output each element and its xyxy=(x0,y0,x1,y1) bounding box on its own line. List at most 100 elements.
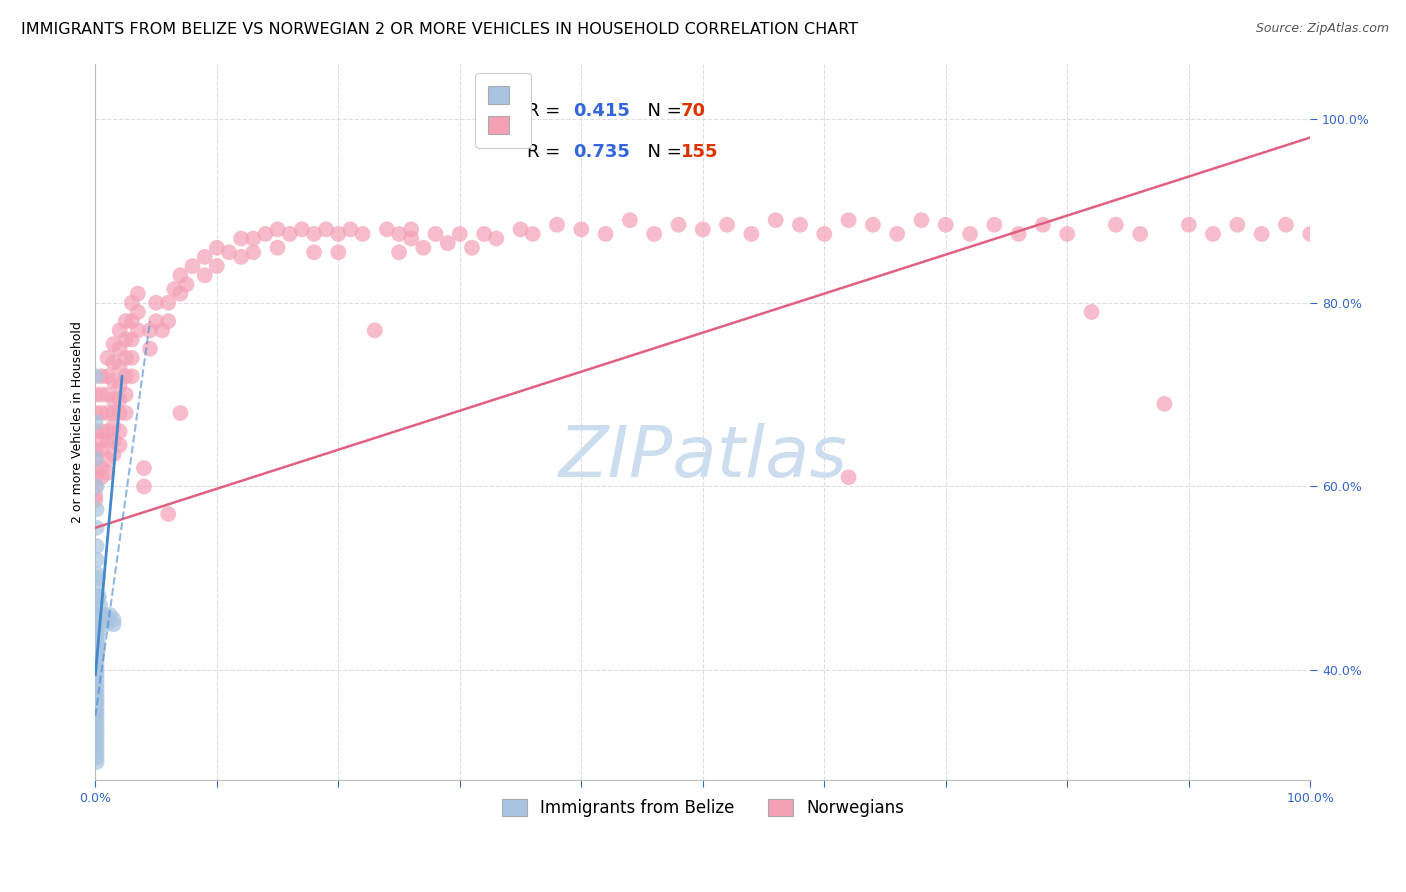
Point xyxy=(103,434,125,448)
Point xyxy=(509,222,531,236)
Point xyxy=(163,282,186,296)
Point xyxy=(114,314,136,328)
Point xyxy=(86,635,108,649)
Text: IMMIGRANTS FROM BELIZE VS NORWEGIAN 2 OR MORE VEHICLES IN HOUSEHOLD CORRELATION : IMMIGRANTS FROM BELIZE VS NORWEGIAN 2 OR… xyxy=(21,22,858,37)
Point xyxy=(1056,227,1078,241)
Point xyxy=(983,218,1005,232)
Text: ZIPatlas: ZIPatlas xyxy=(558,424,848,492)
Point xyxy=(86,695,108,709)
Point xyxy=(86,731,108,746)
Point xyxy=(90,369,112,384)
Point xyxy=(86,686,108,700)
Y-axis label: 2 or more Vehicles in Household: 2 or more Vehicles in Household xyxy=(72,321,84,523)
Point xyxy=(157,314,180,328)
Point xyxy=(302,245,325,260)
Point xyxy=(90,434,112,448)
Point xyxy=(108,406,131,420)
Point xyxy=(139,323,162,337)
Point xyxy=(388,227,411,241)
Point xyxy=(90,387,112,401)
Point xyxy=(910,213,932,227)
Text: Source: ZipAtlas.com: Source: ZipAtlas.com xyxy=(1256,22,1389,36)
Point xyxy=(1226,218,1249,232)
Point xyxy=(108,392,131,407)
Point xyxy=(127,305,149,319)
Text: N =: N = xyxy=(636,102,688,120)
Point xyxy=(86,690,108,705)
Point xyxy=(86,607,108,622)
Point xyxy=(86,737,108,751)
Point xyxy=(121,314,143,328)
Point xyxy=(96,617,118,632)
Point xyxy=(425,227,447,241)
Point xyxy=(740,227,762,241)
Point xyxy=(108,438,131,452)
Text: 155: 155 xyxy=(681,143,718,161)
Point xyxy=(98,607,121,622)
Point xyxy=(103,613,125,627)
Point xyxy=(108,425,131,439)
Point xyxy=(90,613,112,627)
Text: 70: 70 xyxy=(681,102,706,120)
Point xyxy=(145,295,167,310)
Point xyxy=(86,750,108,764)
Point xyxy=(412,241,434,255)
Point xyxy=(86,521,108,535)
Point xyxy=(90,406,112,420)
Point xyxy=(86,755,108,769)
Point xyxy=(87,571,110,585)
Point xyxy=(132,479,155,493)
Point xyxy=(86,479,108,493)
Point xyxy=(145,314,167,328)
Point xyxy=(87,590,110,604)
Point xyxy=(242,231,264,245)
Point xyxy=(862,218,884,232)
Point xyxy=(218,245,240,260)
Point xyxy=(692,222,714,236)
Point xyxy=(84,695,107,709)
Point xyxy=(84,415,107,429)
Point xyxy=(87,635,110,649)
Point xyxy=(388,245,411,260)
Point xyxy=(108,378,131,392)
Point xyxy=(86,631,108,645)
Point xyxy=(114,406,136,420)
Point xyxy=(86,590,108,604)
Point xyxy=(838,470,860,484)
Point xyxy=(169,286,191,301)
Point xyxy=(90,425,112,439)
Point xyxy=(328,245,350,260)
Point xyxy=(96,351,118,365)
Point xyxy=(86,677,108,691)
Point xyxy=(291,222,314,236)
Point xyxy=(96,434,118,448)
Point xyxy=(84,461,107,475)
Point xyxy=(96,406,118,420)
Point xyxy=(364,323,387,337)
Point xyxy=(103,617,125,632)
Point xyxy=(886,227,908,241)
Point xyxy=(157,295,180,310)
Text: 0.735: 0.735 xyxy=(572,143,630,161)
Point xyxy=(959,227,981,241)
Point xyxy=(103,419,125,434)
Point xyxy=(789,218,811,232)
Point xyxy=(96,369,118,384)
Point xyxy=(84,489,107,503)
Point xyxy=(84,699,107,714)
Point xyxy=(449,227,471,241)
Point xyxy=(328,227,350,241)
Point xyxy=(87,607,110,622)
Point xyxy=(176,277,198,292)
Point xyxy=(765,213,787,227)
Point xyxy=(108,342,131,356)
Point xyxy=(127,323,149,337)
Point xyxy=(86,718,108,732)
Point xyxy=(194,250,217,264)
Point xyxy=(121,369,143,384)
Point xyxy=(1105,218,1128,232)
Point xyxy=(86,617,108,632)
Point xyxy=(86,663,108,677)
Point xyxy=(86,714,108,728)
Point xyxy=(86,723,108,737)
